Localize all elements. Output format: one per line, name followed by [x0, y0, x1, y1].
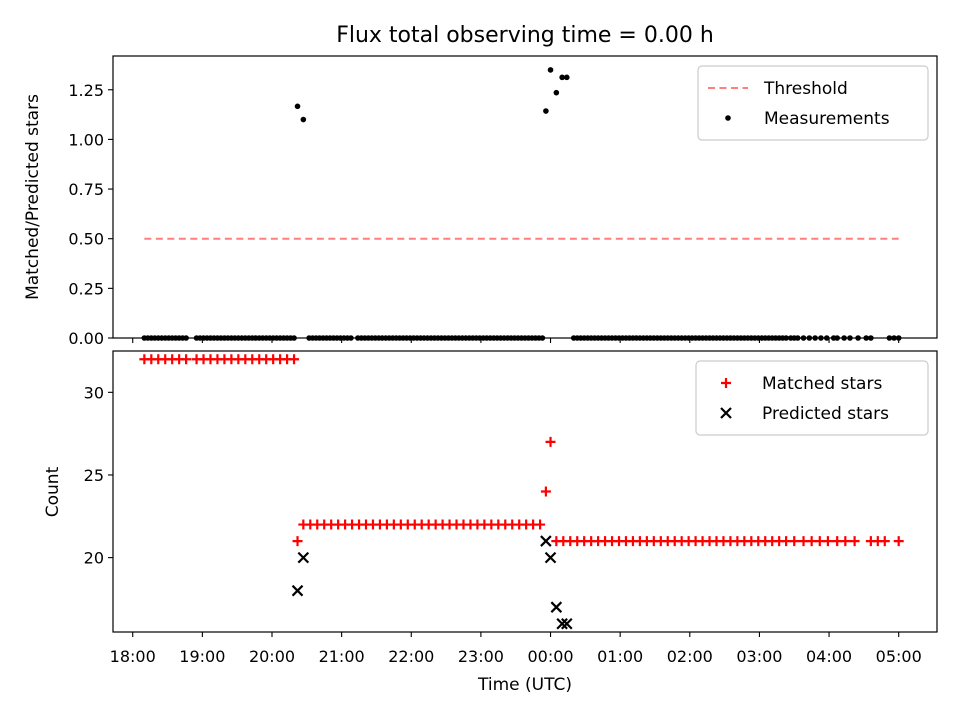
bottom-legend: Matched stars Predicted stars: [695, 360, 929, 436]
plots-layer: 0.00 0.25 0.50 0.75 1.00 1.25 Threshold Measure…: [68, 55, 938, 666]
predicted-star-point: [544, 551, 557, 564]
measurement-point: [543, 108, 549, 114]
predicted-star-point: [550, 601, 563, 613]
x-tick-label: 21:00: [319, 647, 365, 666]
matched-star-point: [289, 354, 300, 365]
predicted-star-point: [540, 535, 552, 547]
measurement-point: [806, 335, 813, 341]
measurement-point: [812, 335, 818, 341]
legend-label: Measurements: [764, 109, 890, 129]
measurement-point: [559, 74, 565, 81]
x-tick-label: 04:00: [806, 647, 852, 666]
predicted-star-point: [297, 551, 310, 564]
top-y-tick-label: 0.00: [68, 329, 104, 348]
bottom-series-predicted-stars: [291, 535, 573, 630]
measurement-point: [886, 335, 893, 341]
matched-star-point: [292, 536, 303, 547]
bottom-panel: 20 25 30 18:00 19:00 20:00 21:00 22:00 23:00 00:0…: [84, 350, 938, 666]
x-tick-label: 00:00: [527, 647, 573, 666]
legend-label: Matched stars: [762, 374, 882, 394]
predicted-star-point: [561, 617, 573, 630]
legend-label: Predicted stars: [762, 404, 889, 424]
x-tick-label: 01:00: [597, 647, 643, 666]
measurement-point: [563, 74, 570, 81]
measurement-point: [553, 89, 560, 96]
bottom-y-tick-label: 25: [84, 466, 104, 485]
x-tick-label: 18:00: [110, 647, 156, 666]
measurement-point: [291, 335, 297, 341]
matched-star-point: [540, 486, 551, 497]
measurement-point: [895, 335, 902, 341]
top-y-tick-label: 1.00: [68, 130, 104, 149]
top-y-axis-label: Matched/Predicted stars: [23, 94, 43, 300]
x-tick-label: 02:00: [667, 647, 713, 666]
matched-star-point: [545, 436, 556, 447]
measurement-point: [891, 335, 897, 341]
measurement-point: [818, 335, 824, 341]
legend-matched-swatch: [721, 378, 731, 388]
matched-star-point: [840, 536, 851, 547]
top-series-measurements: [141, 67, 902, 341]
top-y-tick-label: 0.50: [68, 230, 104, 249]
matched-star-point: [789, 536, 800, 547]
measurement-point: [863, 335, 870, 341]
measurement-point: [834, 335, 840, 341]
bottom-axes-frame: [112, 350, 938, 633]
legend-label: Threshold: [763, 79, 848, 99]
top-y-tick-label: 0.75: [68, 180, 104, 199]
measurement-point: [847, 335, 853, 341]
measurement-point: [294, 103, 301, 110]
matched-star-point: [849, 536, 860, 547]
legend-predicted-swatch: [720, 407, 732, 419]
measurement-point: [868, 335, 874, 341]
matched-star-point: [822, 536, 833, 547]
measurement-point: [539, 335, 546, 341]
top-y-tick-label: 0.25: [68, 279, 104, 298]
matched-star-point: [893, 536, 904, 547]
x-tick-label: 22:00: [388, 647, 434, 666]
bottom-y-tick-label: 20: [84, 549, 104, 568]
chart-title: Flux total observing time = 0.00 h: [336, 23, 714, 48]
x-tick-label: 03:00: [736, 647, 782, 666]
predicted-star-point: [291, 584, 304, 597]
x-tick-label: 19:00: [179, 647, 225, 666]
legend-measurement-swatch: [725, 115, 731, 121]
predicted-star-point: [556, 617, 568, 630]
matched-star-point: [879, 536, 890, 547]
x-tick-label: 23:00: [458, 647, 504, 666]
measurement-point: [800, 335, 807, 341]
x-tick-label: 20:00: [249, 647, 295, 666]
measurement-point: [547, 67, 554, 73]
measurement-point: [183, 335, 189, 341]
top-legend: Threshold Measurements: [697, 65, 929, 141]
measurement-point: [783, 335, 789, 341]
top-panel: 0.00 0.25 0.50 0.75 1.00 1.25 Threshold Measure…: [68, 55, 938, 348]
bottom-y-axis-label: Count: [43, 466, 63, 517]
legend-box: [695, 360, 929, 436]
matched-star-point: [535, 519, 546, 530]
measurement-point: [855, 335, 861, 341]
x-axis-label: Time (UTC): [477, 675, 572, 695]
measurement-point: [841, 335, 847, 341]
measurement-point: [300, 116, 307, 123]
matched-star-point: [181, 354, 192, 365]
measurement-point: [348, 335, 354, 341]
top-y-tick-label: 1.25: [68, 81, 104, 100]
legend-box: [697, 65, 929, 141]
x-tick-label: 05:00: [876, 647, 922, 666]
measurement-point: [794, 335, 801, 341]
bottom-series-matched-stars: [139, 354, 904, 547]
bottom-y-tick-label: 30: [84, 383, 104, 402]
measurement-point: [823, 335, 830, 341]
